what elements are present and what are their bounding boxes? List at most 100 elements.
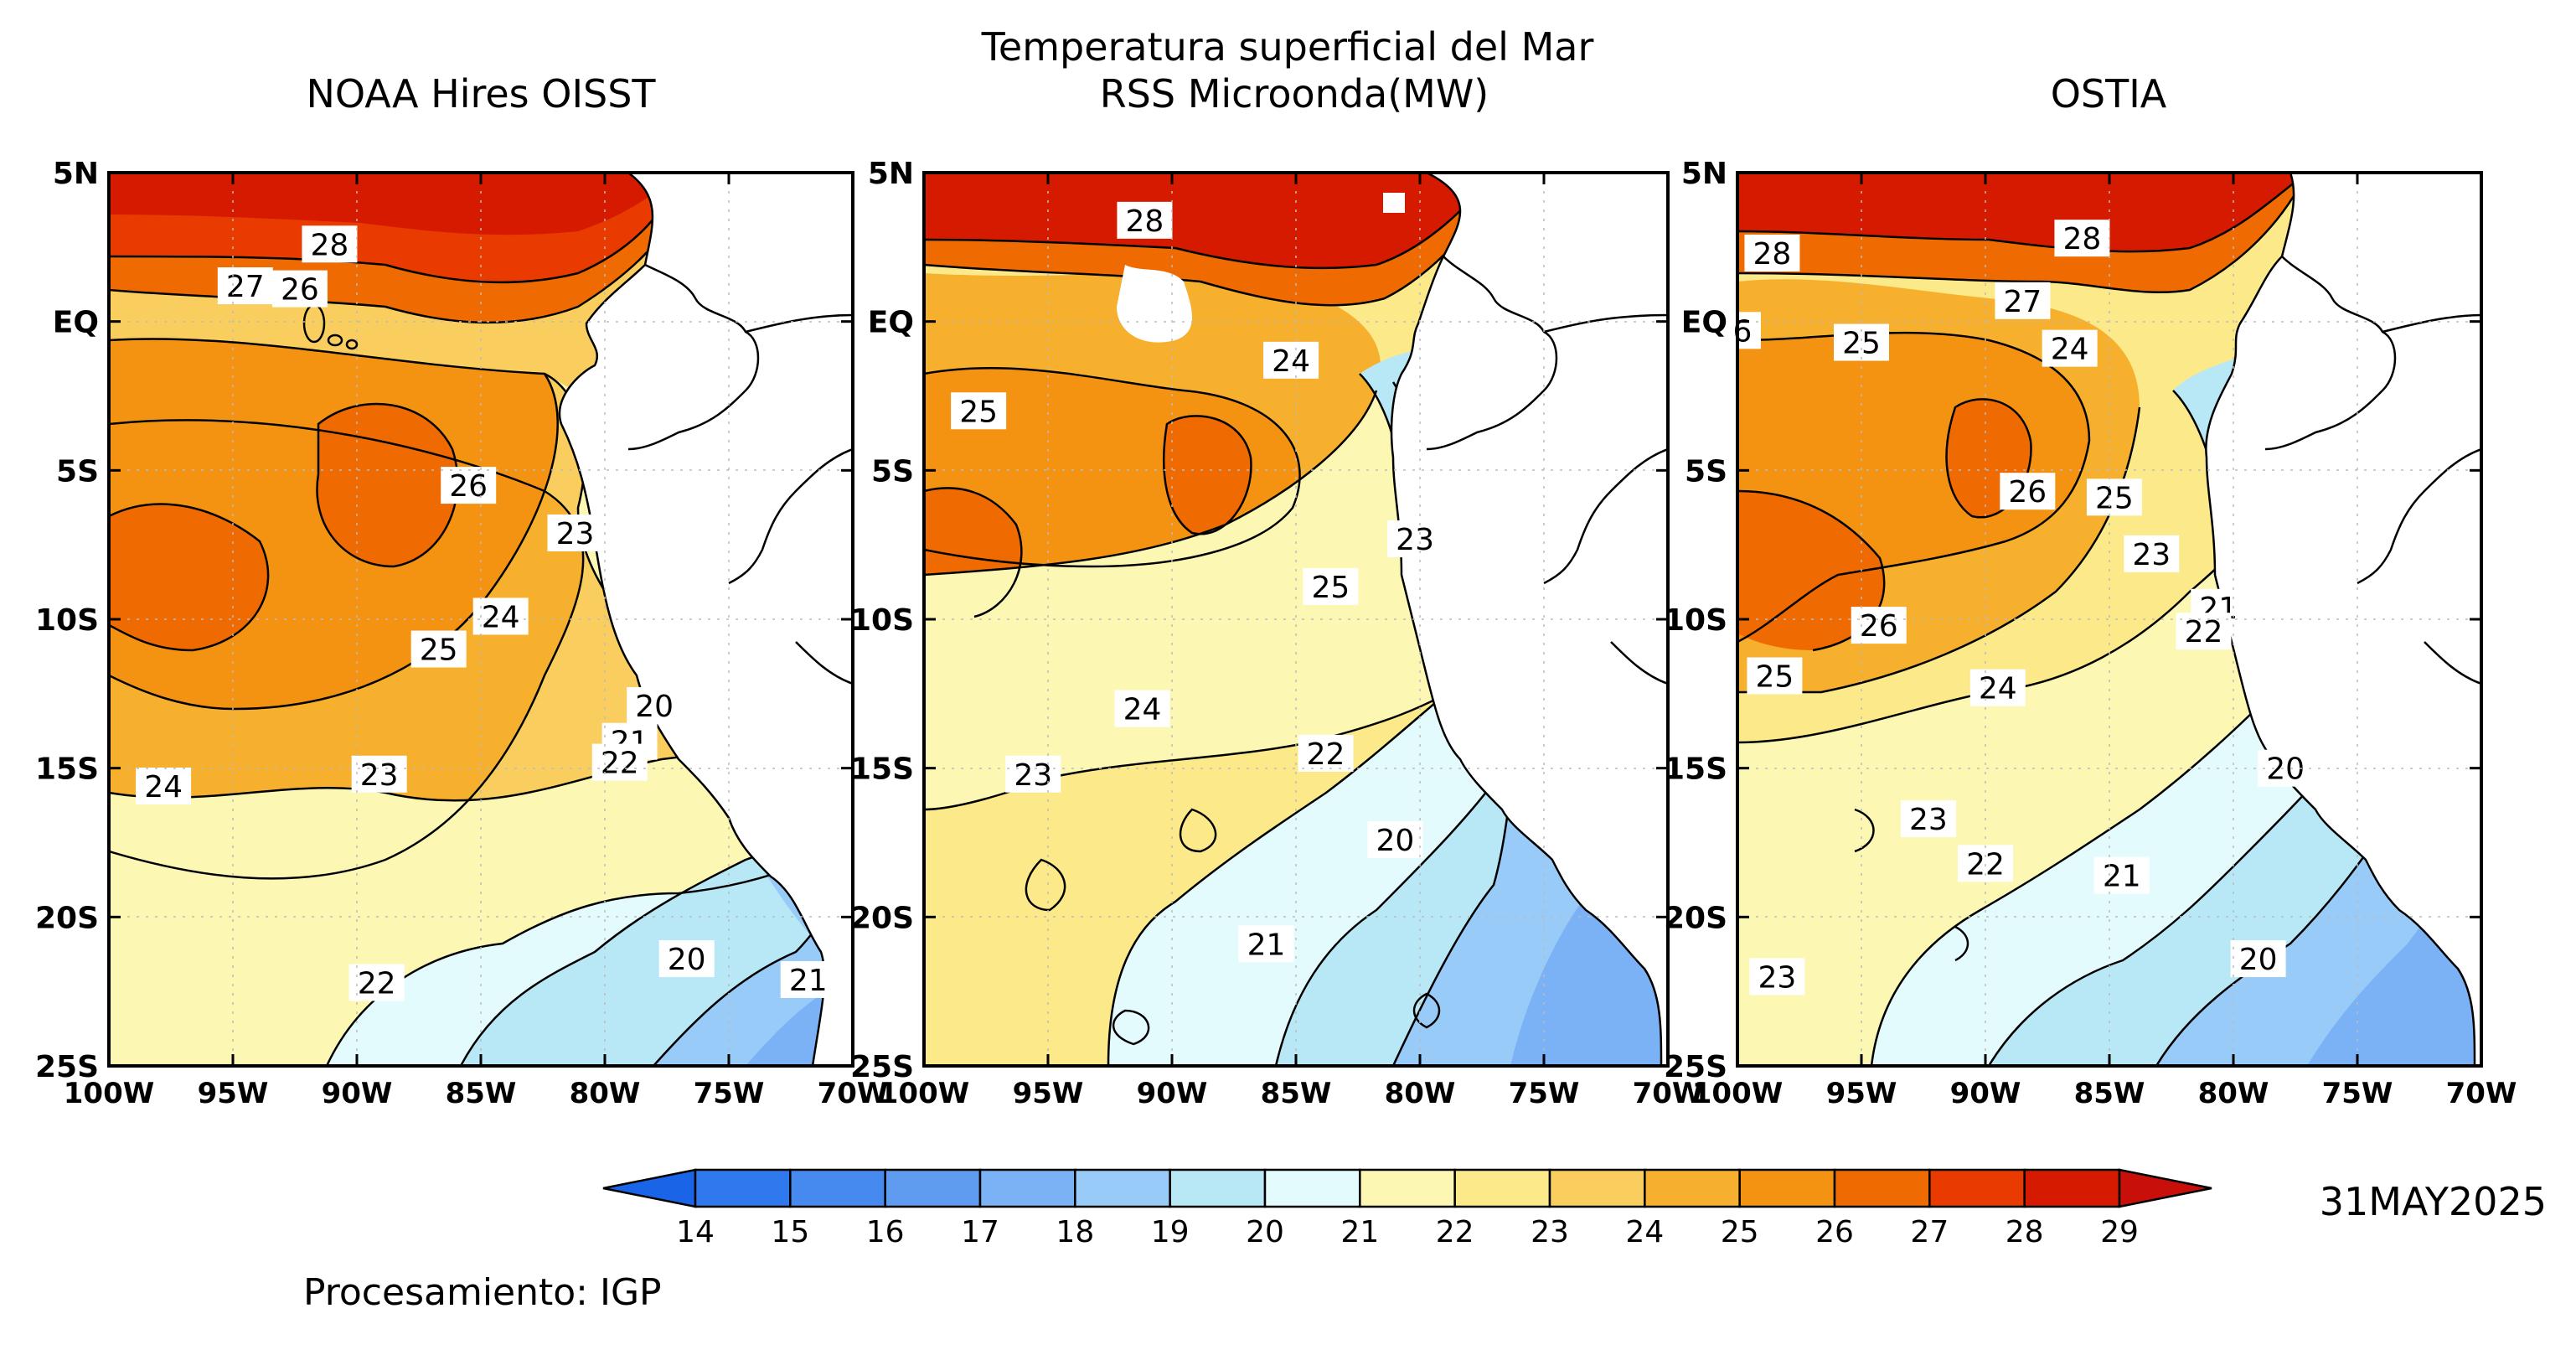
lat-label: 5N bbox=[53, 157, 99, 191]
contour-label-text: 26 bbox=[1860, 609, 1898, 644]
contour-label: 24 bbox=[136, 767, 192, 804]
contour-label-text: 20 bbox=[668, 943, 706, 977]
colorbar-high-arrow bbox=[2118, 1168, 2212, 1208]
contour-label: 27 bbox=[1995, 282, 2051, 319]
colorbar-swatch bbox=[789, 1168, 886, 1208]
colorbar-swatch bbox=[2023, 1168, 2121, 1208]
colorbar-swatch bbox=[1928, 1168, 2026, 1208]
lon-label: 80W bbox=[2198, 1077, 2269, 1110]
colorbar-swatch bbox=[1738, 1168, 1836, 1208]
colorbar-swatch bbox=[1833, 1168, 1931, 1208]
colorbar-swatch bbox=[1169, 1168, 1267, 1208]
contour-label-text: 20 bbox=[1376, 824, 1414, 858]
contour-label-text: 28 bbox=[311, 228, 349, 262]
colorbar-tick-label: 24 bbox=[1625, 1215, 1664, 1249]
contour-label: 23 bbox=[1005, 755, 1061, 793]
contour-label: 20 bbox=[2230, 940, 2286, 978]
colorbar-swatch bbox=[978, 1168, 1076, 1208]
contour-label-text: 24 bbox=[2051, 333, 2089, 367]
lat-label: 20S bbox=[850, 901, 914, 935]
lat-label: 10S bbox=[850, 603, 914, 638]
contour-label: 25 bbox=[951, 392, 1007, 430]
contour-label: 22 bbox=[1298, 734, 1354, 772]
lon-label: 95W bbox=[198, 1077, 269, 1110]
contour-label-text: 24 bbox=[1979, 672, 2017, 706]
colorbar-swatch bbox=[1074, 1168, 1171, 1208]
contour-label-text: 22 bbox=[601, 747, 639, 781]
map-panel-rss: 28 24 25 23 25 24 22 23 20 21 bbox=[922, 171, 1670, 1068]
colorbar-tick-label: 25 bbox=[1721, 1215, 1759, 1249]
lat-label: 5N bbox=[868, 157, 914, 191]
colorbar-tick-label: 18 bbox=[1056, 1215, 1094, 1249]
contour-label: 26 bbox=[1851, 607, 1907, 644]
contour-label: 21 bbox=[2093, 856, 2150, 894]
gridlines-noaa bbox=[109, 173, 853, 1066]
axis-ticks-and-labels: 5N 5N 5N EQ EQ EQ 5S 5S 5S 10S 10S 10S 15S 15S 15S 20S 2… bbox=[35, 157, 2517, 1110]
contour-label-text: 20 bbox=[2266, 752, 2305, 787]
colorbar-swatch bbox=[1548, 1168, 1646, 1208]
contour-label-text: 20 bbox=[635, 690, 674, 724]
lat-label: 15S bbox=[1664, 752, 1727, 787]
contour-label: 20 bbox=[627, 687, 683, 725]
lon-label: 95W bbox=[1013, 1077, 1084, 1110]
contour-label: 25 bbox=[2086, 478, 2142, 516]
contour-labels-rss: 28 24 25 23 25 24 22 23 20 21 bbox=[951, 201, 1443, 963]
lat-label: EQ bbox=[868, 306, 914, 340]
credit-label: Procesamiento: IGP bbox=[303, 1271, 662, 1314]
contour-label-text: 25 bbox=[2095, 481, 2134, 515]
contour-label-text: 26 bbox=[281, 273, 319, 308]
contour-label: 24 bbox=[472, 597, 529, 635]
lon-label: 100W bbox=[64, 1077, 154, 1110]
contour-label-text: 25 bbox=[1312, 571, 1350, 605]
contour-label: 27 bbox=[217, 267, 273, 305]
lon-label: 100W bbox=[1692, 1077, 1783, 1110]
date-label: 31MAY2025 bbox=[2320, 1179, 2547, 1224]
lat-label: 10S bbox=[1664, 603, 1727, 638]
contour-label: 23 bbox=[547, 514, 603, 551]
contour-label-text: 28 bbox=[1753, 237, 1792, 272]
colorbar-swatch bbox=[884, 1168, 982, 1208]
contour-label: 28 bbox=[2054, 220, 2110, 257]
contour-label: 25 bbox=[410, 630, 467, 668]
lon-label: 70W bbox=[818, 1077, 889, 1110]
colorbar-low-arrow bbox=[602, 1168, 697, 1208]
contour-label-text: 24 bbox=[482, 600, 520, 634]
contour-label: 26 bbox=[2000, 473, 2056, 510]
gridlines-ostia bbox=[1737, 173, 2481, 1066]
contour-label-text: 24 bbox=[144, 770, 183, 804]
contour-label-text: 23 bbox=[1014, 758, 1052, 793]
lon-label: 80W bbox=[1385, 1077, 1456, 1110]
contour-label: 26 bbox=[271, 270, 328, 308]
contour-label: 21 bbox=[780, 960, 836, 998]
lon-label: 75W bbox=[694, 1077, 765, 1110]
contour-label-text: 28 bbox=[2063, 222, 2102, 256]
contour-label-text: 24 bbox=[1123, 693, 1162, 727]
contour-label: 28 bbox=[1744, 234, 1800, 272]
colorbar-tick-label: 16 bbox=[866, 1215, 905, 1249]
contour-label: 25 bbox=[1834, 323, 1889, 361]
colorbar-tick-label: 21 bbox=[1340, 1215, 1379, 1249]
contour-label: 20 bbox=[658, 940, 715, 978]
contour-label: 20 bbox=[1367, 820, 1423, 858]
contour-label: 28 bbox=[1117, 201, 1173, 239]
lat-label: 15S bbox=[850, 752, 914, 787]
contour-label-text: 25 bbox=[1842, 327, 1881, 361]
colorbar-tick-label: 26 bbox=[1815, 1215, 1854, 1249]
lon-label: 80W bbox=[570, 1077, 641, 1110]
contour-label-text: 27 bbox=[2003, 285, 2042, 319]
contour-label: 23 bbox=[1900, 800, 1956, 838]
contour-label-text: 25 bbox=[420, 634, 458, 668]
contour-label-text: 25 bbox=[1755, 660, 1794, 695]
contour-label-text: 23 bbox=[2132, 538, 2171, 572]
lat-label: 25S bbox=[35, 1050, 99, 1084]
colorbar-swatch bbox=[1453, 1168, 1551, 1208]
contour-label: 21 bbox=[1238, 925, 1294, 963]
lon-label: 90W bbox=[322, 1077, 393, 1110]
lat-label: 5N bbox=[1681, 157, 1727, 191]
contour-label-text: 22 bbox=[358, 967, 396, 1001]
contour-label-text: 26 bbox=[2008, 475, 2047, 509]
colorbar-swatch bbox=[1359, 1168, 1456, 1208]
